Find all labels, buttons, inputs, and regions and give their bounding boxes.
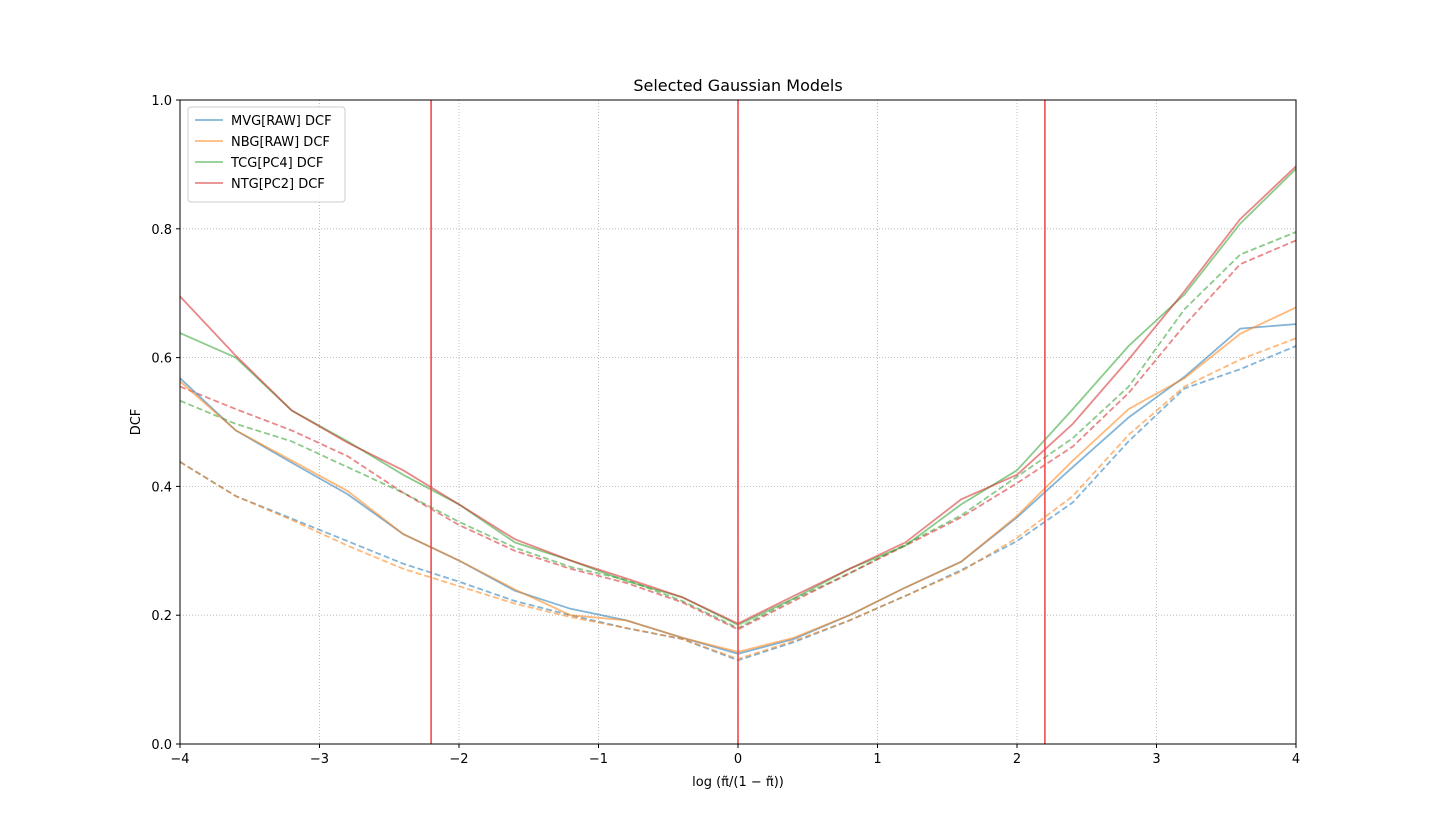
x-tick-label: −3 [310, 752, 329, 767]
chart-title: Selected Gaussian Models [633, 76, 842, 95]
x-axis-label: log (π̃/(1 − π̃)) [692, 775, 784, 790]
y-tick-label: 0.2 [151, 609, 172, 624]
x-tick-label: 1 [873, 752, 881, 767]
x-tick-label: −2 [449, 752, 468, 767]
legend-label: TCG[PC4] DCF [230, 156, 323, 171]
threshold-lines [430, 100, 1046, 744]
legend-label: NBG[RAW] DCF [231, 135, 330, 150]
axis-ticks: −4 −3 −2 −1 0 1 2 3 4 0.0 0.2 0.4 0.6 0.8 1.0 [151, 94, 1300, 767]
y-tick-label: 1.0 [151, 94, 172, 109]
legend: MVG[RAW] DCF NBG[RAW] DCF TCG[PC4] DCF NTG[… [187, 106, 346, 203]
x-tick-label: 3 [1152, 752, 1160, 767]
x-tick-label: −4 [170, 752, 189, 767]
y-tick-label: 0.4 [151, 480, 172, 495]
x-tick-label: 4 [1292, 752, 1300, 767]
legend-label: NTG[PC2] DCF [231, 177, 325, 192]
x-tick-label: 0 [734, 752, 742, 767]
legend-label: MVG[RAW] DCF [231, 114, 332, 129]
legend-box [187, 106, 346, 203]
y-tick-label: 0.0 [151, 738, 172, 753]
x-tick-label: −1 [589, 752, 608, 767]
y-axis-label: DCF [129, 409, 144, 436]
dashed-series-line-3 [179, 239, 1297, 631]
y-tick-label: 0.6 [151, 352, 172, 367]
y-tick-label: 0.8 [151, 223, 172, 238]
x-tick-label: 2 [1013, 752, 1021, 767]
